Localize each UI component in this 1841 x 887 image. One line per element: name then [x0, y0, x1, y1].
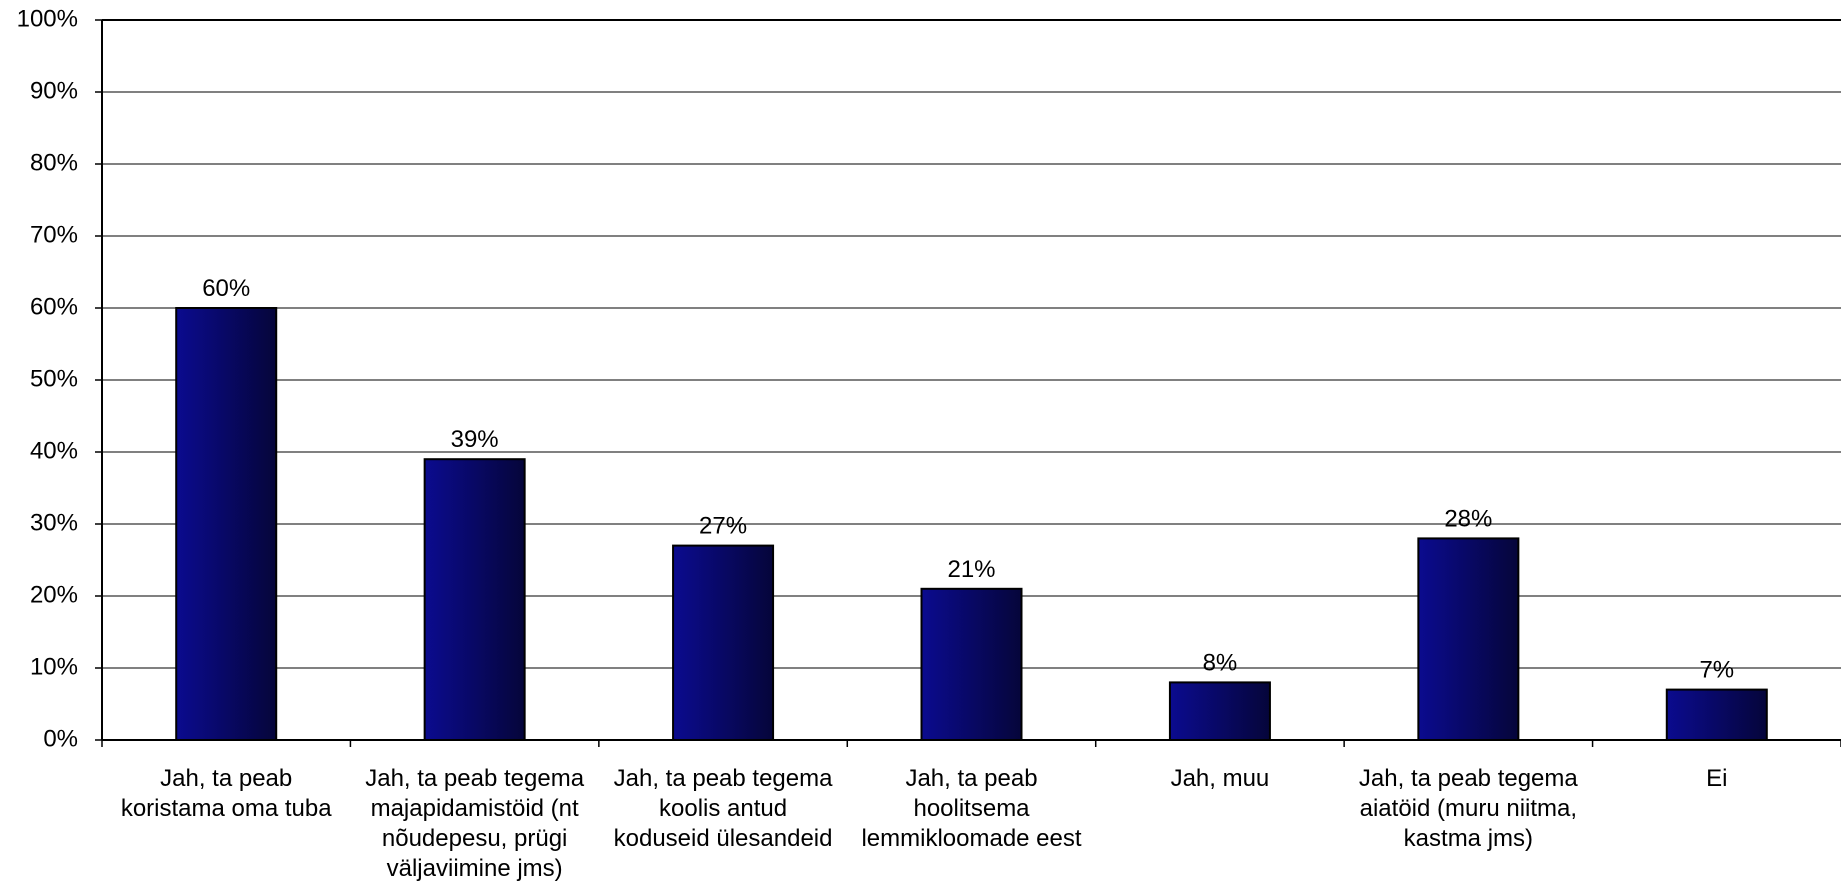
y-tick-label: 80% — [30, 149, 78, 176]
bar — [672, 544, 775, 741]
category-label: Jah, ta peab tegema aiatöid (muru niitma… — [1358, 765, 1578, 852]
data-label: 21% — [947, 556, 995, 583]
y-tick-label: 70% — [30, 221, 78, 248]
data-label: 28% — [1444, 505, 1492, 532]
y-tick-label: 90% — [30, 77, 78, 104]
category-label: Jah, ta peab koristama oma tuba — [120, 765, 332, 822]
data-label: 7% — [1699, 657, 1734, 684]
data-label: 60% — [202, 275, 250, 302]
category-label: Ei — [1706, 765, 1728, 792]
y-tick-label: 40% — [30, 437, 78, 464]
bar — [920, 587, 1023, 741]
bar — [1168, 681, 1271, 742]
y-tick-label: 10% — [30, 653, 78, 680]
category-label: Jah, muu — [1170, 765, 1270, 792]
category-label: Jah, ta peab tegema koolis antud kodusei… — [613, 765, 833, 852]
y-tick-label: 50% — [30, 365, 78, 392]
y-tick-label: 60% — [30, 293, 78, 320]
data-label: 8% — [1203, 649, 1238, 676]
y-tick-label: 30% — [30, 509, 78, 536]
bar — [175, 307, 278, 741]
y-tick-label: 100% — [17, 5, 78, 32]
y-tick-label: 0% — [43, 725, 78, 752]
bar — [423, 458, 526, 741]
y-tick-label: 20% — [30, 581, 78, 608]
data-label: 27% — [699, 513, 747, 540]
category-label: Jah, ta peab tegema majapidamistöid (nt … — [365, 765, 585, 882]
category-label: Jah, ta peab hoolitsema lemmikloomade ee… — [861, 765, 1082, 852]
data-label: 39% — [451, 426, 499, 453]
bar — [1417, 537, 1520, 742]
bar — [1665, 688, 1768, 741]
